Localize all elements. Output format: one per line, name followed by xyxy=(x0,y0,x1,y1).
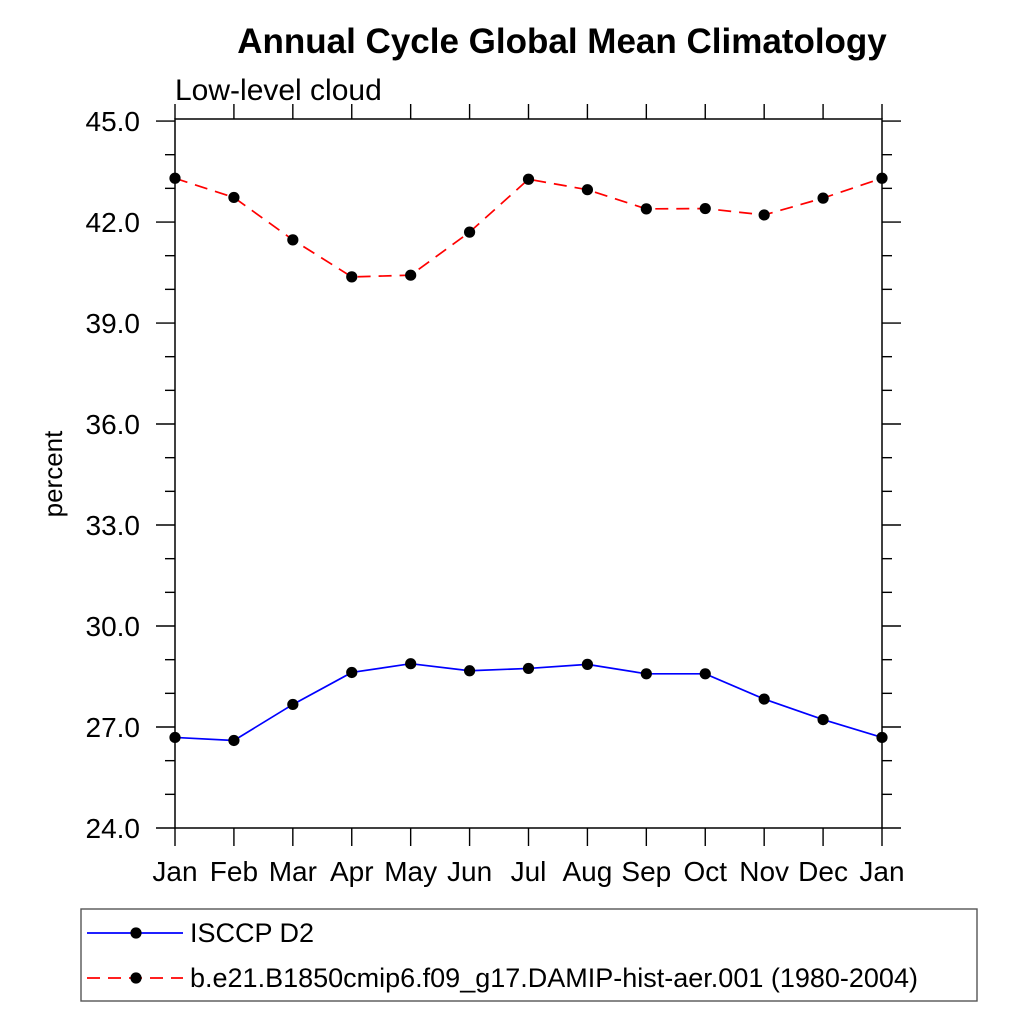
x-tick-label: Oct xyxy=(683,856,727,887)
x-tick-label: Jun xyxy=(447,856,492,887)
x-tick-label: Nov xyxy=(739,856,789,887)
legend-item-model: b.e21.B1850cmip6.f09_g17.DAMIP-hist-aer.… xyxy=(87,963,918,993)
x-tick-label: Apr xyxy=(330,856,374,887)
y-tick-label: 36.0 xyxy=(86,409,141,440)
x-tick-label: Mar xyxy=(269,856,317,887)
x-tick-label: Jan xyxy=(152,856,197,887)
x-tick-label: Sep xyxy=(621,856,671,887)
series-markers-1 xyxy=(169,172,888,283)
y-tick-label: 42.0 xyxy=(86,207,141,238)
x-tick-label: May xyxy=(384,856,437,887)
y-axis-ticks xyxy=(156,120,901,829)
x-tick-label: Jan xyxy=(859,856,904,887)
x-tick-label: Aug xyxy=(563,856,613,887)
legend-marker-dot xyxy=(130,927,142,939)
y-tick-label: 30.0 xyxy=(86,611,141,642)
legend-label-isccp: ISCCP D2 xyxy=(190,918,314,948)
series-line-0 xyxy=(174,662,883,742)
legend-item-isccp: ISCCP D2 xyxy=(87,918,314,948)
x-tick-label: Feb xyxy=(210,856,258,887)
y-tick-label: 27.0 xyxy=(86,712,141,743)
legend-box xyxy=(80,908,978,1002)
y-axis-title: percent xyxy=(38,430,68,517)
y-tick-label: 45.0 xyxy=(86,106,141,137)
chart-title: Annual Cycle Global Mean Climatology xyxy=(237,22,887,61)
legend: ISCCP D2 b.e21.B1850cmip6.f09_g17.DAMIP-… xyxy=(80,908,978,1002)
legend-marker-dot xyxy=(130,972,142,984)
y-tick-label: 24.0 xyxy=(86,813,141,844)
x-tick-label: Dec xyxy=(798,856,848,887)
x-axis-ticks xyxy=(174,104,883,846)
y-tick-label: 39.0 xyxy=(86,308,141,339)
plot-frame xyxy=(174,118,883,829)
legend-label-model: b.e21.B1850cmip6.f09_g17.DAMIP-hist-aer.… xyxy=(190,963,918,993)
series-markers-0 xyxy=(169,658,888,747)
y-tick-label: 33.0 xyxy=(86,510,141,541)
chart-subtitle: Low-level cloud xyxy=(175,74,382,107)
plot-area: 24.0 27.0 30.0 33.0 36.0 39.0 42.0 45.0 Jan Feb Ma… xyxy=(86,104,905,887)
x-tick-label: Jul xyxy=(511,856,547,887)
series-line-1 xyxy=(174,177,883,278)
